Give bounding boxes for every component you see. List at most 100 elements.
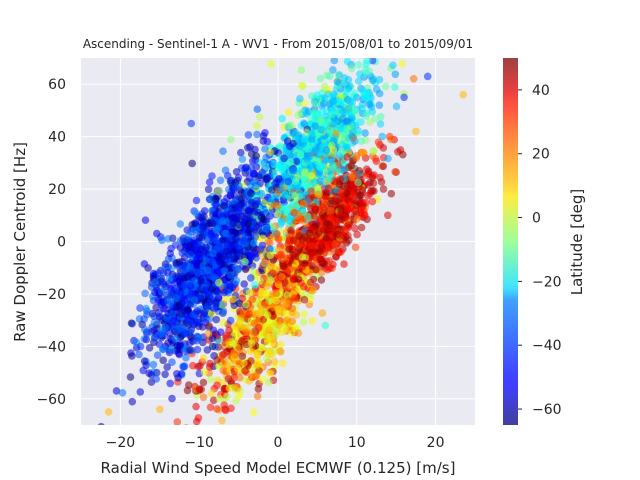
scatter-point bbox=[212, 195, 220, 203]
scatter-point bbox=[304, 145, 313, 153]
scatter-point bbox=[244, 220, 252, 228]
scatter-point bbox=[128, 397, 137, 406]
scatter-point bbox=[327, 206, 335, 215]
scatter-point bbox=[256, 277, 264, 285]
scatter-point bbox=[247, 189, 255, 198]
scatter-point bbox=[177, 310, 186, 318]
scatter-point bbox=[274, 235, 283, 244]
scatter-point bbox=[136, 388, 145, 396]
scatter-point bbox=[344, 76, 353, 84]
scatter-point bbox=[267, 276, 275, 284]
scatter-point bbox=[234, 203, 243, 212]
scatter-point bbox=[362, 112, 371, 120]
scatter-point bbox=[201, 286, 210, 295]
scatter-point bbox=[286, 265, 294, 274]
scatter-point bbox=[294, 242, 302, 250]
colorbar-tick-label: 20 bbox=[532, 147, 550, 163]
scatter-point bbox=[232, 235, 240, 243]
scatter-point bbox=[308, 92, 316, 100]
x-axis-label: Radial Wind Speed Model ECMWF (0.125) [m… bbox=[101, 459, 456, 477]
scatter-point bbox=[262, 153, 270, 162]
scatter-point bbox=[284, 108, 293, 117]
scatter-point bbox=[391, 70, 400, 79]
y-tick-label: −60 bbox=[36, 392, 66, 408]
scatter-point bbox=[377, 113, 385, 121]
scatter-point bbox=[266, 333, 275, 341]
scatter-point bbox=[212, 226, 220, 234]
scatter-point bbox=[275, 321, 283, 330]
scatter-point bbox=[353, 93, 361, 102]
scatter-point bbox=[343, 205, 352, 214]
scatter-point bbox=[243, 328, 251, 337]
scatter-point bbox=[230, 255, 239, 263]
scatter-point bbox=[178, 249, 187, 257]
x-tick-label: −20 bbox=[106, 435, 136, 451]
scatter-point bbox=[398, 60, 406, 68]
scatter-point bbox=[168, 310, 177, 319]
scatter-point bbox=[142, 335, 151, 344]
scatter-point bbox=[223, 361, 232, 370]
scatter-point bbox=[307, 135, 316, 144]
scatter-point bbox=[321, 94, 329, 102]
scatter-point bbox=[187, 119, 196, 128]
scatter-point bbox=[298, 82, 307, 90]
scatter-point bbox=[331, 241, 340, 249]
scatter-point bbox=[270, 160, 278, 168]
scatter-point bbox=[328, 110, 336, 119]
scatter-point bbox=[191, 219, 199, 228]
scatter-point bbox=[247, 274, 255, 282]
scatter-point bbox=[159, 278, 167, 286]
scatter-point bbox=[253, 318, 262, 326]
x-tick-label: −10 bbox=[184, 435, 214, 451]
scatter-point bbox=[242, 163, 250, 172]
x-axis-ticks: −20 −10 0 10 20 bbox=[106, 435, 445, 451]
scatter-point bbox=[261, 145, 269, 153]
scatter-point bbox=[369, 147, 378, 156]
scatter-point bbox=[354, 77, 363, 85]
scatter-point bbox=[319, 100, 328, 108]
scatter-point bbox=[391, 83, 399, 91]
scatter-point bbox=[196, 362, 204, 370]
scatter-point bbox=[199, 354, 208, 363]
scatter-point bbox=[258, 375, 267, 384]
scatter-point bbox=[193, 318, 202, 327]
scatter-point bbox=[193, 307, 202, 315]
scatter-point bbox=[173, 418, 182, 425]
scatter-point bbox=[242, 300, 250, 309]
scatter-point bbox=[258, 234, 267, 243]
scatter-point bbox=[317, 117, 326, 126]
scatter-point bbox=[169, 316, 177, 325]
scatter-point bbox=[288, 329, 296, 338]
scatter-point bbox=[235, 299, 244, 308]
scatter-point bbox=[263, 282, 271, 290]
scatter-point bbox=[182, 353, 190, 362]
scatter-point bbox=[227, 135, 235, 144]
scatter-point bbox=[112, 387, 121, 395]
scatter-point bbox=[368, 76, 377, 85]
scatter-point bbox=[230, 373, 239, 382]
scatter-point bbox=[348, 64, 356, 73]
scatter-point bbox=[281, 303, 289, 311]
scatter-point bbox=[172, 326, 181, 335]
scatter-point bbox=[316, 74, 325, 83]
scatter-point bbox=[176, 220, 185, 228]
scatter-point bbox=[214, 187, 223, 196]
y-tick-label: 60 bbox=[48, 77, 66, 93]
scatter-point bbox=[309, 286, 318, 295]
y-tick-label: 40 bbox=[48, 130, 66, 146]
scatter-point bbox=[180, 296, 189, 304]
scatter-point bbox=[267, 60, 276, 68]
scatter-point bbox=[249, 408, 258, 417]
scatter-point bbox=[332, 129, 340, 138]
scatter-point bbox=[265, 351, 274, 359]
scatter-point bbox=[149, 360, 158, 369]
scatter-point bbox=[245, 174, 254, 182]
scatter-point bbox=[219, 235, 227, 244]
scatter-point bbox=[278, 114, 287, 123]
scatter-point bbox=[253, 361, 261, 370]
scatter-point bbox=[308, 248, 317, 256]
scatter-point bbox=[212, 201, 220, 209]
scatter-point bbox=[262, 225, 271, 234]
scatter-point bbox=[226, 271, 235, 279]
scatter-point bbox=[290, 209, 298, 217]
